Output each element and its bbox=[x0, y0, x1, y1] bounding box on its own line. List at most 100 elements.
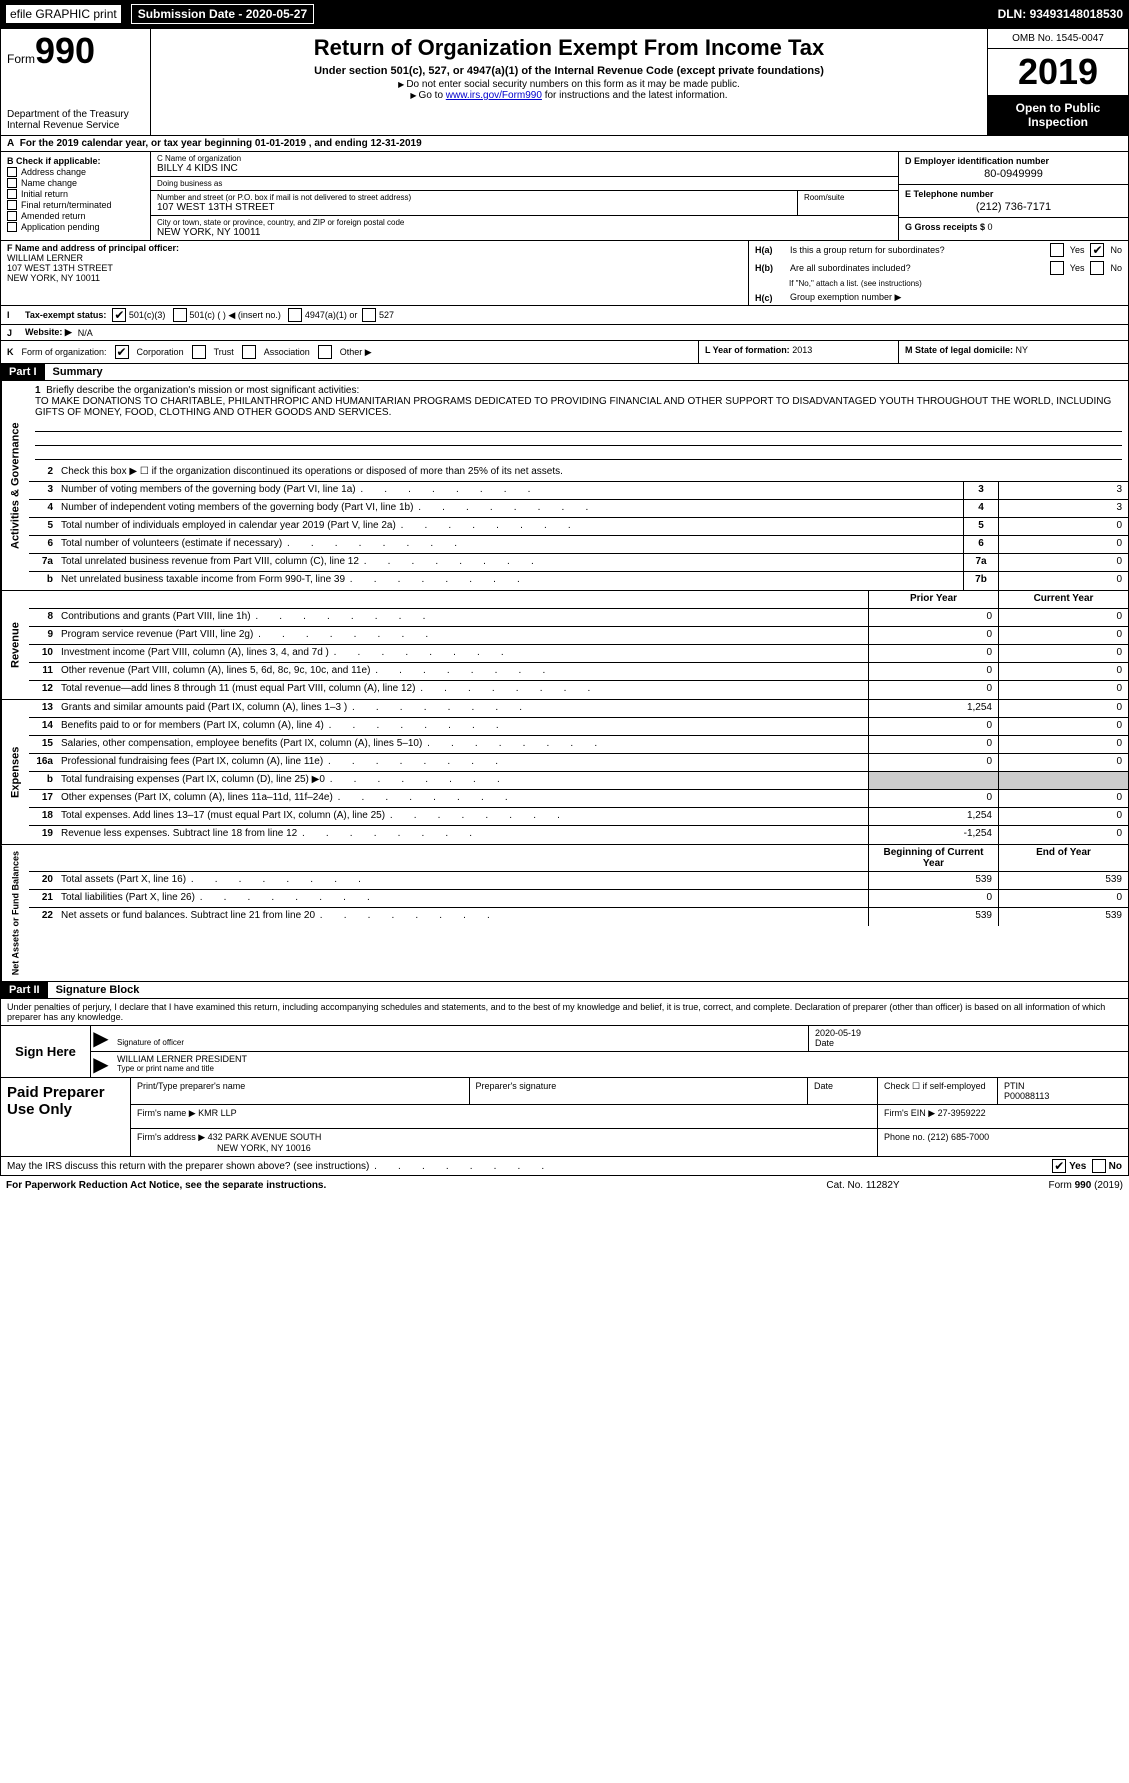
line-box: 6 bbox=[963, 536, 998, 553]
paid-preparer-label: Paid Preparer Use Only bbox=[1, 1078, 131, 1156]
firm-addr-cell: Firm's address ▶ 432 PARK AVENUE SOUTH N… bbox=[131, 1129, 878, 1156]
governance-body: 1 Briefly describe the organization's mi… bbox=[29, 381, 1128, 590]
year-begin: 01-01-2019 bbox=[255, 138, 306, 149]
efile-label: efile GRAPHIC print bbox=[6, 5, 121, 23]
line-21: 21Total liabilities (Part X, line 26)00 bbox=[29, 890, 1128, 908]
line-num: 16a bbox=[29, 754, 57, 771]
room-cell: Room/suite bbox=[798, 191, 898, 215]
tax-year: 2019 bbox=[988, 49, 1128, 95]
chk-trust[interactable] bbox=[192, 345, 206, 359]
discuss-text: May the IRS discuss this return with the… bbox=[7, 1161, 1052, 1172]
officer-print-name: WILLIAM LERNER PRESIDENT bbox=[117, 1054, 1122, 1064]
org-name-label: C Name of organization bbox=[157, 154, 892, 163]
expenses-section: Expenses 13Grants and similar amounts pa… bbox=[0, 700, 1129, 845]
line-text: Other expenses (Part IX, column (A), lin… bbox=[57, 790, 868, 807]
line-num: 2 bbox=[29, 464, 57, 481]
opt-corp: Corporation bbox=[137, 347, 184, 357]
org-name: BILLY 4 KIDS INC bbox=[157, 163, 892, 174]
prior-val: 0 bbox=[868, 736, 998, 753]
line-text: Total assets (Part X, line 16) bbox=[57, 872, 868, 889]
prior-year-hdr: Prior Year bbox=[868, 591, 998, 608]
header-center: Return of Organization Exempt From Incom… bbox=[151, 29, 988, 135]
ha-yes-checkbox[interactable] bbox=[1050, 243, 1064, 257]
address-row: Number and street (or P.O. box if mail i… bbox=[151, 191, 898, 216]
chk-501c[interactable] bbox=[173, 308, 187, 322]
prior-val: 0 bbox=[868, 681, 998, 699]
chk-other[interactable] bbox=[318, 345, 332, 359]
discuss-yes-checkbox[interactable]: ✔ bbox=[1052, 1159, 1066, 1173]
line-8: 8Contributions and grants (Part VIII, li… bbox=[29, 609, 1128, 627]
chk-initial-return[interactable]: Initial return bbox=[7, 189, 144, 199]
line-box: 4 bbox=[963, 500, 998, 517]
current-val: 0 bbox=[998, 663, 1128, 680]
current-val: 0 bbox=[998, 645, 1128, 662]
current-val: 0 bbox=[998, 890, 1128, 907]
submission-value: 2020-05-27 bbox=[246, 7, 307, 21]
prep-line-1: Print/Type preparer's name Preparer's si… bbox=[131, 1078, 1128, 1105]
form-title: Return of Organization Exempt From Incom… bbox=[161, 35, 977, 61]
chk-corporation[interactable]: ✔ bbox=[115, 345, 129, 359]
mission-label: Briefly describe the organization's miss… bbox=[46, 385, 359, 396]
line-text: Total fundraising expenses (Part IX, col… bbox=[57, 772, 868, 789]
column-c: C Name of organization BILLY 4 KIDS INC … bbox=[151, 152, 898, 240]
chk-527[interactable] bbox=[362, 308, 376, 322]
row-i-tax-status: I Tax-exempt status: ✔ 501(c)(3) 501(c) … bbox=[0, 306, 1129, 325]
chk-final-return[interactable]: Final return/terminated bbox=[7, 200, 144, 210]
hb-note: If "No," attach a list. (see instruction… bbox=[749, 277, 1128, 290]
dba-label: Doing business as bbox=[157, 179, 892, 188]
chk-label: Final return/terminated bbox=[21, 200, 112, 210]
tel-label: E Telephone number bbox=[905, 189, 1122, 199]
prep-name-cell: Print/Type preparer's name bbox=[131, 1078, 470, 1104]
chk-amended-return[interactable]: Amended return bbox=[7, 211, 144, 221]
addr-label: Number and street (or P.O. box if mail i… bbox=[157, 193, 791, 202]
line-val: 3 bbox=[998, 500, 1128, 517]
current-year-hdr: Current Year bbox=[998, 591, 1128, 608]
gov-line-7a: 7aTotal unrelated business revenue from … bbox=[29, 554, 1128, 572]
part-2-title: Signature Block bbox=[48, 982, 148, 998]
hb-no-checkbox[interactable] bbox=[1090, 261, 1104, 275]
current-val: 0 bbox=[998, 736, 1128, 753]
section-fh: F Name and address of principal officer:… bbox=[0, 241, 1129, 306]
part-1-header: Part I Summary bbox=[0, 364, 1129, 381]
ein-value: 80-0949999 bbox=[905, 168, 1122, 180]
form-note-1: Do not enter social security numbers on … bbox=[161, 79, 977, 90]
phone-label: Phone no. bbox=[884, 1132, 928, 1142]
line-12: 12Total revenue—add lines 8 through 11 (… bbox=[29, 681, 1128, 699]
open-line-1: Open to Public bbox=[992, 101, 1124, 115]
submission-date: Submission Date - 2020-05-27 bbox=[131, 4, 314, 24]
chk-name-change[interactable]: Name change bbox=[7, 178, 144, 188]
prep-date-cell: Date bbox=[808, 1078, 878, 1104]
column-d: D Employer identification number 80-0949… bbox=[898, 152, 1128, 240]
side-label-net: Net Assets or Fund Balances bbox=[1, 845, 29, 981]
instructions-link[interactable]: www.irs.gov/Form990 bbox=[446, 90, 542, 101]
firm-name: KMR LLP bbox=[198, 1108, 237, 1118]
line-box: 3 bbox=[963, 482, 998, 499]
chk-application-pending[interactable]: Application pending bbox=[7, 222, 144, 232]
gov-line-b: bNet unrelated business taxable income f… bbox=[29, 572, 1128, 590]
top-bar: efile GRAPHIC print Submission Date - 20… bbox=[0, 0, 1129, 28]
firm-addr-label: Firm's address ▶ bbox=[137, 1132, 208, 1142]
hb-yes-checkbox[interactable] bbox=[1050, 261, 1064, 275]
side-label-expenses: Expenses bbox=[1, 700, 29, 844]
catalog-number: Cat. No. 11282Y bbox=[763, 1180, 963, 1191]
opt-4947: 4947(a)(1) or bbox=[305, 310, 358, 320]
sign-here-label: Sign Here bbox=[1, 1026, 91, 1077]
mission-block: 1 Briefly describe the organization's mi… bbox=[29, 381, 1128, 464]
prior-val: 539 bbox=[868, 872, 998, 889]
firm-phone-cell: Phone no. (212) 685-7000 bbox=[878, 1129, 1128, 1156]
chk-address-change[interactable]: Address change bbox=[7, 167, 144, 177]
current-val: 0 bbox=[998, 718, 1128, 735]
part-2-num: Part II bbox=[1, 982, 48, 998]
hb-text: Are all subordinates included? bbox=[790, 263, 1050, 273]
chk-501c3[interactable]: ✔ bbox=[112, 308, 126, 322]
header-right: OMB No. 1545-0047 2019 Open to Public In… bbox=[988, 29, 1128, 135]
chk-association[interactable] bbox=[242, 345, 256, 359]
open-line-2: Inspection bbox=[992, 115, 1124, 129]
discuss-no-checkbox[interactable] bbox=[1092, 1159, 1106, 1173]
ha-no-checkbox[interactable]: ✔ bbox=[1090, 243, 1104, 257]
chk-4947[interactable] bbox=[288, 308, 302, 322]
opt-other: Other ▶ bbox=[340, 347, 372, 358]
yes-label: Yes bbox=[1070, 245, 1085, 255]
row-j-key: J bbox=[7, 328, 25, 338]
ptin-label: PTIN bbox=[1004, 1081, 1122, 1091]
